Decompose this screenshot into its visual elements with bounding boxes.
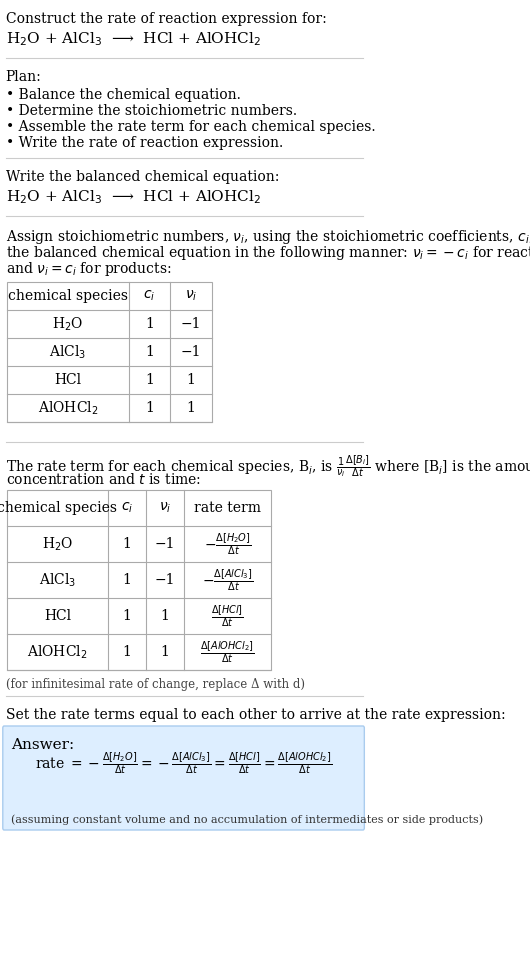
Text: AlOHCl$_2$: AlOHCl$_2$ [27,643,87,661]
Text: 1: 1 [145,345,154,359]
Text: The rate term for each chemical species, B$_i$, is $\frac{1}{\nu_i}\frac{\Delta[: The rate term for each chemical species,… [5,454,530,480]
Text: HCl: HCl [44,609,71,623]
Text: H$_2$O + AlCl$_3$  ⟶  HCl + AlOHCl$_2$: H$_2$O + AlCl$_3$ ⟶ HCl + AlOHCl$_2$ [5,188,261,206]
Text: chemical species: chemical species [8,289,128,303]
Text: $c_i$: $c_i$ [121,501,133,515]
Text: 1: 1 [187,401,196,415]
Text: HCl: HCl [54,373,81,387]
Text: 1: 1 [161,645,170,659]
Text: the balanced chemical equation in the following manner: $\nu_i = -c_i$ for react: the balanced chemical equation in the fo… [5,244,530,262]
Text: • Write the rate of reaction expression.: • Write the rate of reaction expression. [5,136,283,150]
Text: (for infinitesimal rate of change, replace Δ with d): (for infinitesimal rate of change, repla… [5,678,305,691]
Text: rate $= -\frac{\Delta[H_2O]}{\Delta t} = -\frac{\Delta[AlCl_3]}{\Delta t} = \fra: rate $= -\frac{\Delta[H_2O]}{\Delta t} =… [35,751,332,776]
Text: Assign stoichiometric numbers, $\nu_i$, using the stoichiometric coefficients, $: Assign stoichiometric numbers, $\nu_i$, … [5,228,530,246]
Bar [7,282,212,422]
Text: $c_i$: $c_i$ [143,289,156,304]
Text: concentration and $t$ is time:: concentration and $t$ is time: [5,472,201,487]
Text: $\nu_i$: $\nu_i$ [185,289,197,304]
Text: and $\nu_i = c_i$ for products:: and $\nu_i = c_i$ for products: [5,260,171,278]
Text: 1: 1 [122,645,131,659]
Text: Construct the rate of reaction expression for:: Construct the rate of reaction expressio… [5,12,326,26]
Text: $-\frac{\Delta[AlCl_3]}{\Delta t}$: $-\frac{\Delta[AlCl_3]}{\Delta t}$ [202,567,253,592]
Text: H$_2$O + AlCl$_3$  ⟶  HCl + AlOHCl$_2$: H$_2$O + AlCl$_3$ ⟶ HCl + AlOHCl$_2$ [5,30,261,48]
Text: $\nu_i$: $\nu_i$ [159,501,171,515]
Text: AlOHCl$_2$: AlOHCl$_2$ [38,399,98,417]
Text: $\frac{\Delta[AlOHCl_2]}{\Delta t}$: $\frac{\Delta[AlOHCl_2]}{\Delta t}$ [200,639,255,665]
Text: $-\frac{\Delta[H_2O]}{\Delta t}$: $-\frac{\Delta[H_2O]}{\Delta t}$ [204,531,251,557]
Text: 1: 1 [145,401,154,415]
Bar [7,490,271,670]
Text: • Assemble the rate term for each chemical species.: • Assemble the rate term for each chemic… [5,120,375,134]
Text: −1: −1 [155,537,175,551]
FancyBboxPatch shape [3,726,364,830]
Text: AlCl$_3$: AlCl$_3$ [49,344,86,361]
Text: −1: −1 [181,345,201,359]
Text: (assuming constant volume and no accumulation of intermediates or side products): (assuming constant volume and no accumul… [11,814,483,825]
Text: chemical species: chemical species [0,501,117,515]
Text: Set the rate terms equal to each other to arrive at the rate expression:: Set the rate terms equal to each other t… [5,708,505,722]
Text: 1: 1 [122,609,131,623]
Text: Answer:: Answer: [11,738,74,752]
Text: $\frac{\Delta[HCl]}{\Delta t}$: $\frac{\Delta[HCl]}{\Delta t}$ [211,603,244,629]
Text: H$_2$O: H$_2$O [42,535,73,552]
Text: 1: 1 [145,317,154,331]
Text: AlCl$_3$: AlCl$_3$ [39,571,76,589]
Text: 1: 1 [161,609,170,623]
Text: • Balance the chemical equation.: • Balance the chemical equation. [5,88,241,102]
Text: rate term: rate term [194,501,261,515]
Text: −1: −1 [181,317,201,331]
Text: Write the balanced chemical equation:: Write the balanced chemical equation: [5,170,279,184]
Text: 1: 1 [145,373,154,387]
Text: −1: −1 [155,573,175,587]
Text: Plan:: Plan: [5,70,41,84]
Text: 1: 1 [122,573,131,587]
Text: 1: 1 [187,373,196,387]
Text: 1: 1 [122,537,131,551]
Text: H$_2$O: H$_2$O [52,315,83,333]
Text: • Determine the stoichiometric numbers.: • Determine the stoichiometric numbers. [5,104,297,118]
